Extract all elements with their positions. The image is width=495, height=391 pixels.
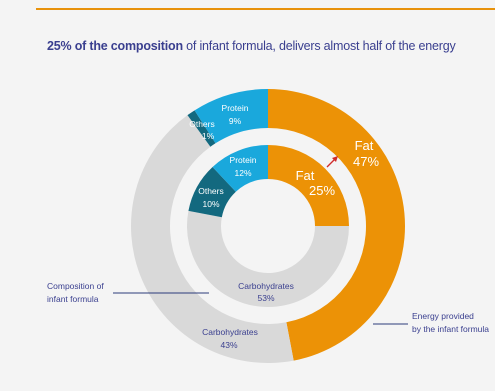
inner-carb-value: 53% — [257, 293, 274, 303]
composition-label-line1: Composition of — [47, 281, 104, 291]
outer-protein-name: Protein — [222, 103, 249, 113]
inner-protein-value: 12% — [234, 168, 251, 178]
outer-carb-name: Carbohydrates — [202, 327, 258, 337]
inner-fat-value: 25% — [309, 183, 335, 198]
energy-label-line2: by the infant formula — [412, 324, 489, 334]
outer-ring — [131, 89, 405, 363]
outer-others-name: Others — [189, 119, 215, 129]
inner-fat-name: Fat — [296, 168, 315, 183]
inner-others-name: Others — [198, 186, 224, 196]
composition-label-line2: infant formula — [47, 294, 99, 304]
outer-protein-value: 9% — [229, 116, 242, 126]
inner-others-value: 10% — [202, 199, 219, 209]
outer-carb-value: 43% — [220, 340, 237, 350]
outer-fat-name: Fat — [355, 138, 374, 153]
energy-label-line1: Energy provided — [412, 311, 474, 321]
inner-protein-name: Protein — [230, 155, 257, 165]
inner-carb-name: Carbohydrates — [238, 281, 294, 291]
outer-others-value: 1% — [202, 131, 215, 141]
outer-fat-value: 47% — [353, 154, 379, 169]
